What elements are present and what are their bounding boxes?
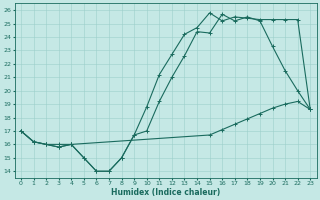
X-axis label: Humidex (Indice chaleur): Humidex (Indice chaleur) (111, 188, 220, 197)
